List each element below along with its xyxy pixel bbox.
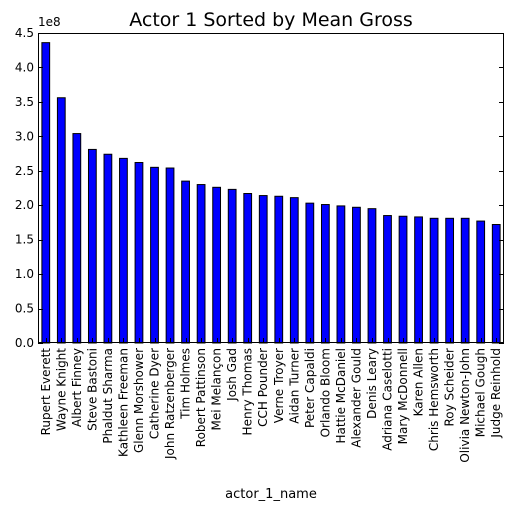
bar xyxy=(491,224,501,344)
x-ticks-group: Rupert Everett Wayne Knight Albert Finney S… xyxy=(39,338,503,463)
plot-frame xyxy=(38,33,504,343)
x-tick-label: Catherine Dyer xyxy=(148,348,162,439)
bar xyxy=(289,197,299,344)
x-tick-label: Hattie McDaniel xyxy=(334,348,348,444)
bar xyxy=(274,195,284,344)
bar xyxy=(87,148,97,344)
bar xyxy=(460,217,470,344)
bar xyxy=(196,184,206,344)
y-tick-label: 1.5 xyxy=(15,233,34,247)
bar xyxy=(445,217,455,344)
x-tick-label: Steve Bastoni xyxy=(85,348,99,431)
y-tick-label: 0.0 xyxy=(15,336,34,350)
bar xyxy=(103,153,113,344)
x-tick-label: John Ratzenberger xyxy=(163,348,177,460)
y-ticks-group: 0.0 0.5 1.0 1.5 2.0 2.5 3.0 3.5 4.0 4.5 xyxy=(15,26,504,350)
x-tick-label: Alexander Gould xyxy=(349,348,363,448)
x-tick-label: Denis Leary xyxy=(365,348,379,419)
bar xyxy=(258,195,268,344)
x-tick-label: Verne Troyer xyxy=(272,348,286,423)
x-tick-label: Glenn Morshower xyxy=(132,348,146,453)
x-tick-label: Aidan Turner xyxy=(287,348,301,424)
y-tick-label: 0.5 xyxy=(15,302,34,316)
bars-group xyxy=(41,42,501,344)
y-tick-label: 2.0 xyxy=(15,198,34,212)
x-tick-label: Chris Hemsworth xyxy=(427,348,441,451)
x-tick-label: Tim Holmes xyxy=(179,348,193,420)
bar xyxy=(212,186,222,344)
x-axis-label: actor_1_name xyxy=(225,487,317,502)
bar xyxy=(320,204,330,344)
y-tick-label: 3.0 xyxy=(15,129,34,143)
y-tick-label: 4.0 xyxy=(15,60,34,74)
y-tick-label: 4.5 xyxy=(15,26,34,40)
x-tick-label: Robert Pattinson xyxy=(194,348,208,447)
x-tick-label: Mary McDonnell xyxy=(396,348,410,444)
x-tick-label: Roy Scheider xyxy=(443,348,457,427)
x-tick-label: Wayne Knight xyxy=(54,348,68,431)
x-tick-label: Josh Gad xyxy=(225,348,239,402)
bar xyxy=(41,42,51,344)
bar xyxy=(476,220,486,344)
x-tick-label: Michael Gough xyxy=(474,348,488,437)
chart-title: Actor 1 Sorted by Mean Gross xyxy=(129,9,413,31)
x-tick-label: Rupert Everett xyxy=(39,348,53,436)
x-tick-label: Peter Capaldi xyxy=(303,348,317,428)
bar xyxy=(227,188,237,344)
bar xyxy=(134,162,144,344)
x-tick-label: CCH Pounder xyxy=(256,348,270,427)
bar xyxy=(56,97,66,344)
bar xyxy=(243,193,253,344)
bar xyxy=(336,205,346,344)
y-tick-label: 1.0 xyxy=(15,267,34,281)
x-tick-label: Mei Melançon xyxy=(210,348,224,430)
x-tick-label: Phaldut Sharma xyxy=(101,348,115,444)
bar xyxy=(352,206,361,344)
bar xyxy=(165,167,175,344)
y-tick-label: 2.5 xyxy=(15,164,34,178)
bar xyxy=(181,180,190,344)
bar xyxy=(383,215,392,344)
x-tick-label: Orlando Bloom xyxy=(318,348,332,437)
x-tick-label: Albert Finney xyxy=(70,348,84,427)
x-tick-label: Olivia Newton-John xyxy=(458,348,472,463)
x-tick-label: Karen Allen xyxy=(412,348,426,416)
x-tick-label: Henry Thomas xyxy=(241,348,255,435)
bar xyxy=(398,215,408,344)
bar xyxy=(150,166,159,344)
x-tick-label: Adriana Caselotti xyxy=(381,348,395,451)
y-axis-offset-label: 1e8 xyxy=(38,15,61,29)
bar xyxy=(367,208,377,344)
bar xyxy=(72,133,82,344)
bar xyxy=(119,157,128,344)
bar xyxy=(305,202,315,344)
bar xyxy=(414,216,423,344)
x-tick-label: Kathleen Freeman xyxy=(116,348,130,457)
x-tick-label: Judge Reinhold xyxy=(489,348,503,439)
y-tick-label: 3.5 xyxy=(15,95,34,109)
bar xyxy=(429,217,439,344)
